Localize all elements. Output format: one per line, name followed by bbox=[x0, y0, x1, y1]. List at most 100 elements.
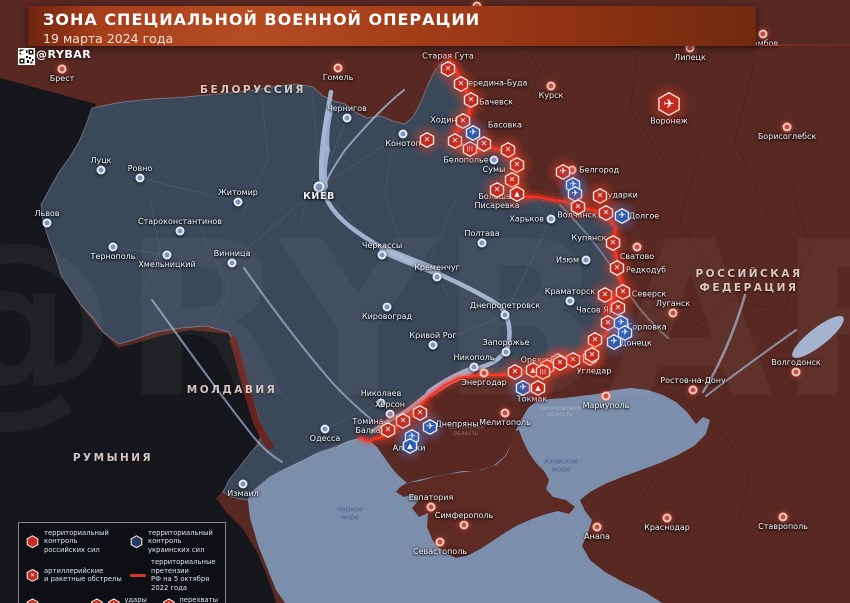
strike-glyph: ▲ bbox=[404, 439, 416, 453]
city-label: Никополь bbox=[453, 352, 495, 362]
city-label: Житомир bbox=[218, 187, 258, 197]
strike-glyph: ✕ bbox=[382, 423, 394, 437]
oblast-label: ЗАПОРОЖСКАЯ ОБЛАСТЬ bbox=[538, 407, 582, 418]
city-dot bbox=[42, 218, 52, 228]
city-label: Одесса bbox=[309, 434, 341, 443]
legend-text: РФ на 5 октября 2022 года bbox=[151, 575, 210, 592]
roads bbox=[112, 117, 552, 430]
strike-glyph: ✕ bbox=[491, 183, 503, 197]
city-dot bbox=[632, 242, 642, 252]
hexagon-icon: ✕ bbox=[609, 260, 625, 276]
strike-glyph: ✕ bbox=[554, 356, 566, 370]
strike-glyph: ▲ bbox=[532, 381, 544, 395]
strike-glyph: ✈ bbox=[659, 93, 679, 115]
city-label: Харьков bbox=[509, 214, 544, 224]
city-label: Ставрополь bbox=[758, 522, 808, 531]
region-label: МОЛДАВИЯ bbox=[186, 383, 278, 396]
hexagon-icon: ✕ bbox=[419, 132, 435, 148]
transnistria bbox=[229, 336, 274, 450]
city-label: Северск bbox=[631, 289, 667, 299]
city-dot bbox=[500, 310, 510, 320]
city-dot bbox=[382, 302, 392, 312]
hexagon-icon: ✕ bbox=[552, 355, 568, 371]
city-label: Басовка bbox=[487, 120, 523, 130]
sea-label: Черное море bbox=[336, 505, 364, 522]
strike-glyph: ▲ bbox=[511, 187, 523, 201]
strike-glyph: ✕ bbox=[465, 93, 477, 107]
city-label: Измаил bbox=[227, 489, 259, 498]
city-label: Кривой Рог bbox=[409, 330, 457, 340]
strike-glyph: ✕ bbox=[421, 133, 433, 147]
hexagon-icon: ✈ bbox=[617, 325, 633, 341]
city-dot bbox=[592, 522, 602, 532]
city-dot bbox=[238, 479, 248, 489]
city-label: Симферополь bbox=[434, 510, 494, 520]
legend-text: перехваты ПВО bbox=[179, 596, 218, 603]
city-label: Мариуполь bbox=[582, 401, 630, 410]
airstrike-icon: ||| bbox=[26, 598, 39, 603]
city-dot bbox=[342, 113, 352, 123]
city-dot bbox=[601, 391, 611, 401]
city-dot bbox=[233, 197, 243, 207]
sea-label: Азовское море bbox=[544, 457, 578, 474]
city-label: Сумы bbox=[482, 165, 506, 174]
city-label: Конотоп bbox=[385, 139, 421, 148]
city-label: Херсон bbox=[374, 399, 406, 409]
city-dot bbox=[546, 81, 556, 91]
foreign-territory bbox=[0, 78, 276, 603]
city-dot bbox=[469, 362, 479, 372]
city-label: Мелитополь bbox=[479, 418, 531, 427]
oblast-label: ХЕРСОНСКАЯ ОБЛАСТЬ bbox=[447, 426, 485, 437]
city-label: Купянск bbox=[571, 233, 607, 243]
strike-glyph: ✈ bbox=[557, 165, 569, 179]
map-title: ЗОНА СПЕЦИАЛЬНОЙ ВОЕННОЙ ОПЕРАЦИИ bbox=[43, 10, 481, 29]
strike-glyph: ✕ bbox=[602, 316, 614, 330]
map-date: 19 марта 2024 года bbox=[43, 31, 174, 46]
city-label: Краснодар bbox=[644, 523, 690, 532]
title-banner: ЗОНА СПЕЦИАЛЬНОЙ ВОЕННОЙ ОПЕРАЦИИ 19 мар… bbox=[28, 6, 756, 46]
legend-text: украинских сил bbox=[148, 545, 205, 554]
legend-bottom-row: ||| авиаудары ▲ ✈ удары БПЛА ✈ перехваты… bbox=[26, 596, 218, 603]
red-hexagon-icon bbox=[26, 535, 39, 549]
hexagon-icon: ✈ bbox=[555, 164, 571, 180]
hexagon-icon: ▲ bbox=[509, 186, 525, 202]
city-label: Гомель bbox=[322, 73, 354, 82]
strike-glyph: ✕ bbox=[600, 206, 612, 220]
strike-glyph: ✕ bbox=[586, 348, 598, 362]
city-label: Винница bbox=[213, 248, 251, 258]
strike-glyph: ✈ bbox=[424, 420, 436, 434]
city-label: Хмельницкий bbox=[138, 260, 196, 269]
strike-glyph: ✈ bbox=[615, 316, 627, 330]
brand-row: @RYBAR bbox=[18, 48, 92, 65]
city-dot bbox=[428, 340, 438, 350]
channel-name: @RYBAR bbox=[36, 48, 92, 61]
city-label: Бударки bbox=[602, 190, 638, 200]
banner-extension-line bbox=[700, 44, 850, 46]
uav-icon: ✈ bbox=[107, 598, 120, 603]
city-label: Ровно bbox=[127, 163, 153, 173]
city-dot bbox=[57, 64, 67, 74]
legend-text: территориальный контроль bbox=[148, 529, 213, 546]
red-line-icon bbox=[130, 574, 146, 577]
strike-glyph: ✕ bbox=[607, 236, 619, 250]
city-dot bbox=[565, 296, 575, 306]
hexagon-icon: ✕ bbox=[476, 136, 492, 152]
city-label: Сватово bbox=[619, 252, 655, 261]
city-label: Тамбов bbox=[748, 39, 778, 48]
navy-hexagon-icon bbox=[130, 535, 143, 549]
city-label: Днепропетровск bbox=[469, 300, 541, 310]
city-label: Волгодонск bbox=[771, 357, 821, 367]
city-label: Изюм bbox=[555, 255, 579, 265]
city-label: Тернополь bbox=[90, 252, 136, 261]
city-label: Долгое bbox=[628, 211, 660, 221]
legend-item-ukrainian-control: территориальный контроль украинских сил bbox=[130, 529, 218, 554]
legend-text: территориальные претензии bbox=[151, 558, 216, 575]
city-label: Томина Балка bbox=[352, 416, 384, 435]
legend: территориальный контроль российских сил … bbox=[18, 522, 226, 603]
strike-glyph: ✕ bbox=[572, 200, 584, 214]
hexagon-icon: ✕ bbox=[598, 205, 614, 221]
city-dot bbox=[477, 238, 487, 248]
city-dot bbox=[758, 29, 768, 39]
city-dot bbox=[662, 513, 672, 523]
city-dot bbox=[581, 255, 591, 265]
